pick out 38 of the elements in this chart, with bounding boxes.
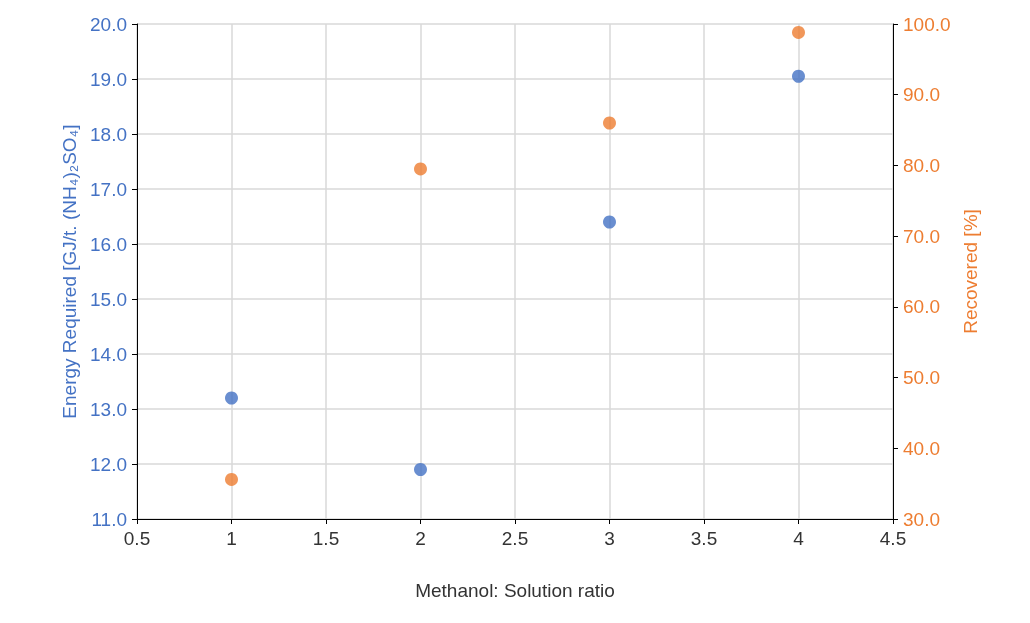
x-tick-label: 1.5	[312, 528, 340, 549]
y2-tick-label: 50.0	[903, 367, 940, 389]
point	[603, 116, 616, 130]
x-tick-label: 2.5	[501, 528, 529, 549]
y2-tick-label: 100.0	[903, 13, 951, 35]
point	[414, 162, 427, 176]
point	[225, 391, 238, 405]
y-tick-label: 13.0	[90, 398, 127, 420]
point	[792, 25, 805, 39]
y2-tick-label: 80.0	[903, 154, 940, 176]
y-tick-label: 16.0	[90, 233, 127, 255]
point	[414, 463, 427, 476]
x-tick-label: 3.5	[690, 528, 718, 549]
y2-tick-label: 90.0	[903, 84, 940, 106]
y-axis-title: Energy Required [GJ/t. (NH₄)₂SO₄]	[59, 124, 80, 419]
y2-tick-label: 30.0	[903, 508, 940, 530]
y-tick-label: 15.0	[90, 288, 127, 310]
y-tick-label: 19.0	[90, 68, 127, 90]
y2-axis-title: Recovered [%]	[960, 209, 982, 334]
x-tick-label: 2	[415, 528, 426, 549]
y-tick-label: 18.0	[90, 123, 127, 145]
x-tick-label: 4.5	[879, 528, 907, 549]
y-tick-label: 11.0	[91, 508, 127, 530]
x-tick-label: 0.5	[123, 528, 151, 549]
x-axis-title: Methanol: Solution ratio	[415, 580, 615, 601]
y-tick-label: 14.0	[90, 343, 127, 365]
point	[225, 472, 238, 486]
y-tick-label: 12.0	[90, 453, 127, 475]
y2-tick-label: 70.0	[903, 225, 940, 247]
x-tick-label: 4	[793, 528, 805, 549]
y-tick-label: 17.0	[90, 178, 127, 200]
y2-tick-label: 40.0	[903, 437, 940, 459]
point	[792, 69, 805, 83]
y2-tick-label: 60.0	[903, 296, 940, 318]
point	[603, 215, 616, 229]
y-tick-label: 20.0	[90, 13, 127, 35]
x-tick-label: 3	[604, 528, 615, 549]
x-tick-label: 1	[226, 528, 237, 549]
